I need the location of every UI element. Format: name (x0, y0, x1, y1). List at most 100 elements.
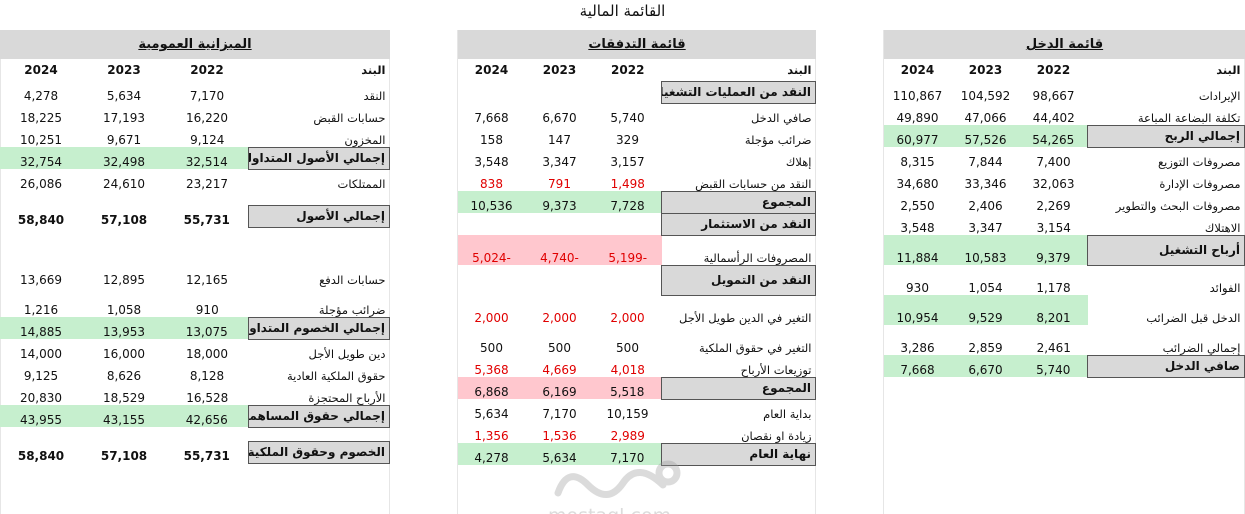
cell-2024: 10,954 (883, 295, 952, 325)
balance-sheet: الميزانية العمومية البند 2022 2023 2024 … (0, 30, 390, 464)
row-label: النقد (363, 89, 386, 103)
row-label: مصروفات البحث والتطوير (1115, 199, 1241, 213)
cell-2023: 47,066 (964, 111, 1007, 125)
cell-2022: 1,498 (610, 177, 645, 191)
table-row: زيادة او نقصان 2,989 1,536 1,356 (458, 421, 816, 444)
cell-2023: 1,536 (542, 429, 577, 443)
cell-2023: 57,526 (951, 125, 1020, 147)
cell-2024: 6,868 (457, 377, 526, 399)
table-row: توزيعات الأرباح 4,018 4,669 5,368 (458, 355, 816, 378)
item-header: البند (361, 63, 386, 77)
cell-2023: 33,346 (964, 177, 1007, 191)
year-2024-header: 2024 (474, 63, 509, 77)
cell-2022: 500 (616, 341, 639, 355)
cell-2022: 329 (616, 133, 639, 147)
cell-2022: 23,217 (186, 177, 228, 191)
row-label: ضرائب مؤجلة (744, 133, 812, 147)
row-label: المجموع (661, 376, 816, 400)
cell-2024: 930 (906, 281, 929, 295)
row-label: إجمالي الربح (1087, 124, 1245, 148)
row-label: حقوق الملكية العادية (287, 369, 386, 383)
income-heading: قائمة الدخل (884, 30, 1245, 59)
row-label: المجموع (661, 190, 816, 214)
cell-2023: 8,626 (106, 369, 142, 383)
cell-2023: 3,347 (542, 155, 577, 169)
cell-2023: 5,634 (106, 89, 142, 103)
table-row: إجمالي الضرائب 2,461 2,859 3,286 (884, 325, 1245, 356)
balance-heading: الميزانية العمومية (0, 30, 390, 59)
cell-2024: 3,548 (474, 155, 509, 169)
cell-2023: 9,529 (951, 295, 1020, 325)
cell-2023: 32,498 (82, 147, 166, 169)
cell-2023: 3,347 (968, 221, 1003, 235)
row-label: إجمالي الأصول المتداولة (248, 146, 390, 170)
cell-2023: 2,859 (968, 341, 1003, 355)
cell-2024: 10,536 (457, 191, 526, 213)
table-row-total: إجمالي حقوق المساهمين 42,656 43,155 43,955 (0, 404, 390, 428)
row-label: الممتلكات (337, 177, 386, 191)
table-row: مصروفات البحث والتطوير 2,269 2,406 2,550 (884, 191, 1245, 213)
table-row: مصروفات الإدارة 32,063 33,346 34,680 (884, 169, 1245, 191)
cell-2022: 7,728 (593, 191, 662, 213)
cell-2023: 18,529 (103, 391, 145, 405)
table-row-total: الخصوم وحقوق الملكية 55,731 57,108 58,840 (0, 440, 390, 464)
cell-2023: 9,373 (525, 191, 594, 213)
row-label: دين طويل الأجل (308, 347, 386, 361)
table-row: الدخل قبل الضرائب 8,201 9,529 10,954 (883, 295, 1245, 325)
cell-2022: 8,128 (189, 369, 225, 383)
cell-2024: 4,278 (23, 89, 59, 103)
cell-2023: 6,169 (525, 377, 594, 399)
cell-2023: 6,670 (542, 111, 577, 125)
cell-2022: 32,063 (1032, 177, 1075, 191)
cell-2024: 500 (480, 341, 503, 355)
row-label: إجمالي الأصول (248, 204, 390, 228)
cell-2024: 18,225 (20, 111, 62, 125)
row-label: حسابات القبض (313, 111, 386, 125)
year-2023-header: 2023 (968, 63, 1003, 77)
cell-2024: 49,890 (896, 111, 939, 125)
cell-2022: 32,514 (165, 147, 249, 169)
row-label: الأرباح المحتجزة (308, 390, 386, 405)
cell-2022: 2,000 (610, 311, 645, 325)
row-label: الدخل قبل الضرائب (1146, 311, 1241, 325)
year-2023-header: 2023 (107, 63, 141, 77)
cell-2023: 500 (548, 341, 571, 355)
cell-2023: 1,058 (106, 303, 142, 317)
row-label: مصروفات الإدارة (1159, 177, 1241, 191)
cashflow-statement: قائمة التدفقات البند 2022 2023 2024 النق… (457, 30, 816, 466)
table-row: دين طويل الأجل 18,000 16,000 14,000 (0, 339, 390, 361)
table-row: حقوق الملكية العادية 8,128 8,626 9,125 (0, 361, 390, 383)
row-label: إهلاك (785, 155, 812, 169)
income-statement: قائمة الدخل البند 2022 2023 2024 الإيراد… (883, 30, 1245, 378)
row-label: بداية العام (763, 407, 812, 421)
item-header: البند (1216, 63, 1241, 77)
year-2024-header: 2024 (24, 63, 58, 77)
cell-2023: 17,193 (103, 111, 145, 125)
year-2022-header: 2022 (1036, 63, 1071, 77)
cell-2023: 2,000 (542, 311, 577, 325)
row-label: مصروفات التوزيع (1158, 155, 1241, 169)
cell-2022: 1,178 (1036, 281, 1071, 295)
cell-2024: 3,548 (900, 221, 935, 235)
cell-2023: 147 (548, 133, 571, 147)
cell-2024: 1,356 (474, 429, 509, 443)
sheet-title: القائمة المالية (579, 2, 666, 20)
cell-2022: 3,154 (1036, 221, 1071, 235)
cell-2024: 5,634 (474, 407, 509, 421)
year-2022-header: 2022 (190, 63, 224, 77)
cell-2022: 2,269 (1036, 199, 1071, 213)
cell-2022: -5,199 (593, 235, 662, 265)
cell-2022: 54,265 (1019, 125, 1088, 147)
row-label: صافي الدخل (750, 111, 812, 125)
cell-2023: 16,000 (103, 347, 145, 361)
row-label: التغير في الدين طويل الأجل (678, 311, 812, 325)
cell-2022: 44,402 (1032, 111, 1075, 125)
row-label: الفوائد (1209, 281, 1241, 295)
table-row: ضرائب مؤجلة 329 147 158 (458, 125, 816, 147)
cell-2024: 838 (480, 177, 503, 191)
cell-2022: 8,201 (1019, 295, 1088, 325)
table-row: حسابات الدفع 12,165 12,895 13,669 (0, 257, 390, 287)
cell-2024: 3,286 (900, 341, 935, 355)
row-label: الإيرادات (1198, 89, 1241, 103)
cell-2023: 43,155 (82, 405, 166, 427)
